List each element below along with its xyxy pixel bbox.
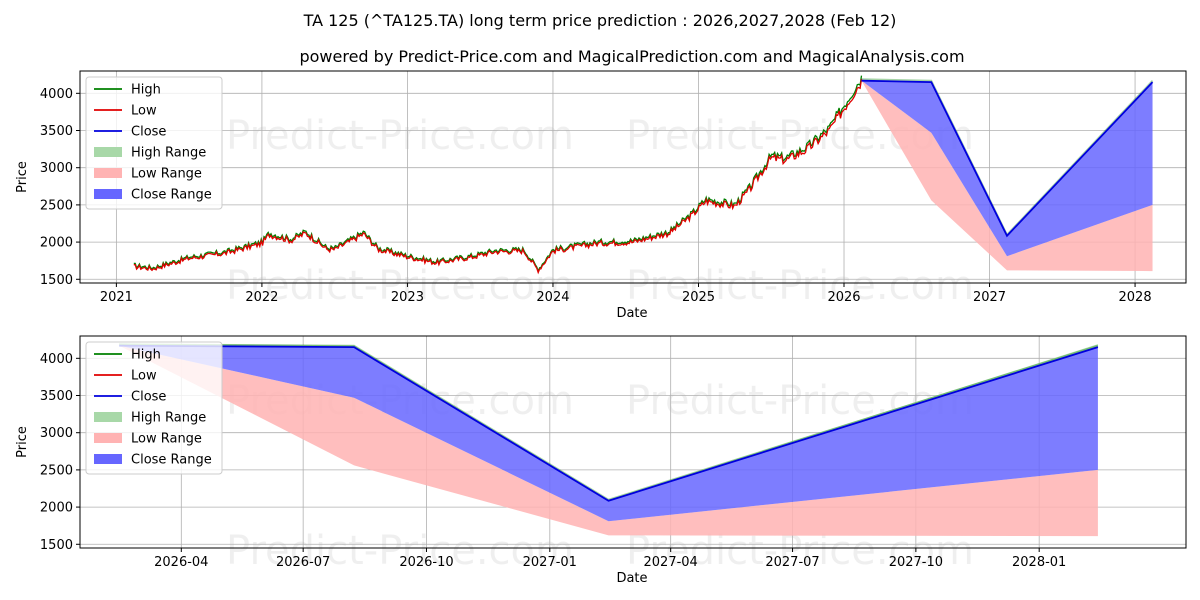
x-tick-label: 2026-04 <box>154 555 208 570</box>
x-tick-label: 2028 <box>1119 290 1152 305</box>
legend-label: High Range <box>131 411 206 426</box>
y-tick-label: 2000 <box>40 501 73 516</box>
y-tick-label: 3500 <box>40 389 73 404</box>
plot-frame <box>79 335 1187 549</box>
chart-title: TA 125 (^TA125.TA) long term price predi… <box>303 11 897 30</box>
y-tick-label: 2500 <box>40 463 73 478</box>
series-line-high <box>119 343 1099 501</box>
close-range-band <box>119 345 1098 522</box>
x-tick-label: 2027-01 <box>523 555 577 570</box>
legend-label: High Range <box>131 146 206 161</box>
watermark-text: Predict-Price.com <box>226 528 574 574</box>
legend-label: Close Range <box>131 188 212 203</box>
y-tick-label: 4000 <box>40 352 73 367</box>
x-tick-label: 2026 <box>827 290 860 305</box>
historical-high-line <box>133 75 863 274</box>
x-tick-label: 2027-04 <box>644 555 698 570</box>
x-tick-label: 2027-10 <box>889 555 943 570</box>
x-tick-label: 2027 <box>973 290 1006 305</box>
y-tick-label: 1500 <box>40 538 73 553</box>
low-range-band <box>861 80 1153 272</box>
legend-label: Low Range <box>131 167 202 182</box>
legend-label: High <box>131 348 161 363</box>
low-range-band <box>119 345 1098 537</box>
legend-label: Low Range <box>131 432 202 447</box>
legend-label: Low <box>131 104 157 119</box>
x-axis-label: Date <box>616 306 647 321</box>
y-tick-label: 3000 <box>40 426 73 441</box>
historical-low-line <box>133 78 863 275</box>
watermark-text: Predict-Price.com <box>226 263 574 309</box>
plot-frame <box>79 70 1187 284</box>
watermark-text: Predict-Price.com <box>226 113 574 159</box>
legend-label: Close Range <box>131 453 212 468</box>
x-tick-label: 2024 <box>536 290 569 305</box>
legend: High Low Close High Range Low Range Close Ran… <box>85 341 223 475</box>
legend-label: Close <box>131 390 166 405</box>
y-tick-label: 2500 <box>40 198 73 213</box>
chart-subtitle: powered by Predict-Price.com and Magical… <box>299 47 964 66</box>
x-tick-label: 2027-07 <box>765 555 819 570</box>
close-range-band <box>861 80 1153 257</box>
x-tick-label: 2022 <box>245 290 278 305</box>
x-tick-label: 2026-07 <box>276 555 330 570</box>
y-tick-label: 3500 <box>40 124 73 139</box>
x-tick-label: 2023 <box>391 290 424 305</box>
series-line-close <box>861 79 1154 238</box>
legend-label: Low <box>131 369 157 384</box>
legend-patch-swatch <box>94 147 122 157</box>
y-tick-label: 2000 <box>40 236 73 251</box>
y-tick-label: 1500 <box>40 273 73 288</box>
x-tick-label: 2025 <box>682 290 715 305</box>
y-tick-label: 3000 <box>40 161 73 176</box>
top-panel: Predict-Price.com Predict-Price.com Predic… <box>15 70 1187 321</box>
legend-patch-swatch <box>94 189 122 199</box>
legend-patch-swatch <box>94 454 122 464</box>
legend-patch-swatch <box>94 168 122 178</box>
x-axis-label: Date <box>616 571 647 586</box>
series-line-close <box>119 344 1099 502</box>
x-tick-label: 2021 <box>100 290 133 305</box>
y-axis-label: Price <box>15 426 30 458</box>
watermark-text: Predict-Price.com <box>626 263 974 309</box>
legend: High Low Close High Range Low Range Close Ran… <box>85 76 223 210</box>
legend-label: High <box>131 83 161 98</box>
legend-patch-swatch <box>94 412 122 422</box>
legend-label: Close <box>131 125 166 140</box>
legend-patch-swatch <box>94 433 122 443</box>
y-axis-label: Price <box>15 161 30 193</box>
x-tick-label: 2028-01 <box>1012 555 1066 570</box>
y-tick-label: 4000 <box>40 87 73 102</box>
x-tick-label: 2026-10 <box>399 555 453 570</box>
